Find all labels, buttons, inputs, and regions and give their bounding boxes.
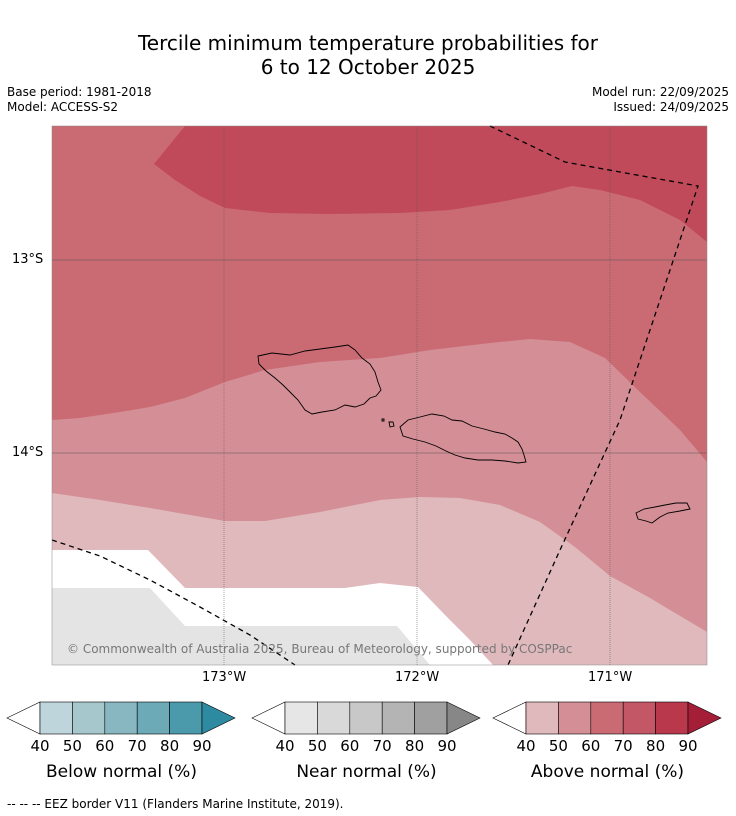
above-colorbar-tick: 50 xyxy=(549,737,568,755)
below-colorbar-low-extend xyxy=(6,701,41,735)
near-colorbar-tick: 60 xyxy=(340,737,359,755)
near-colorbar-tick: 70 xyxy=(373,737,392,755)
model-name: Model: ACCESS-S2 xyxy=(7,100,119,114)
lat-label-14s: 14°S xyxy=(12,445,44,460)
island-savaii xyxy=(257,344,382,415)
island-tutuila xyxy=(635,502,691,524)
eez-line-east xyxy=(489,125,699,666)
region-near-40-50 xyxy=(52,588,430,665)
region-above-70-80 xyxy=(154,126,707,242)
below-colorbar-tick: 60 xyxy=(95,737,114,755)
colorbar-above-label: Above normal (%) xyxy=(530,762,685,782)
above-colorbar-tick: 90 xyxy=(678,737,697,755)
below-colorbar-tick: 40 xyxy=(30,737,49,755)
below-colorbar-segment xyxy=(169,701,203,735)
island-manono xyxy=(388,421,395,428)
above-colorbar-high-extend xyxy=(687,701,722,735)
lon-label-172w: 172°W xyxy=(395,670,440,685)
below-colorbar-tick: 70 xyxy=(128,737,147,755)
above-colorbar-segment xyxy=(655,701,689,735)
colorbar-below: 40 50 60 70 80 90 xyxy=(6,701,236,755)
near-colorbar-tick: 90 xyxy=(437,737,456,755)
island-apolima xyxy=(381,418,385,422)
near-colorbar-segment xyxy=(349,701,383,735)
colorbar-near-label: Near normal (%) xyxy=(296,762,437,782)
eez-footnote: -- -- -- EEZ border V11 (Flanders Marine… xyxy=(7,797,344,811)
gridlines xyxy=(52,126,707,665)
meta-right: Model run: 22/09/2025 Issued: 24/09/2025 xyxy=(592,85,729,115)
map-frame xyxy=(51,125,708,666)
below-colorbar-segment xyxy=(72,701,106,735)
issued-date: Issued: 24/09/2025 xyxy=(613,100,729,114)
eez-border xyxy=(51,125,699,666)
above-colorbar-tick: 70 xyxy=(614,737,633,755)
colorbar-above: 40 50 60 70 80 90 xyxy=(492,701,722,755)
below-colorbar-tick: 90 xyxy=(192,737,211,755)
near-colorbar-tick: 40 xyxy=(275,737,294,755)
near-colorbar-segment xyxy=(381,701,415,735)
above-colorbar-tick: 80 xyxy=(646,737,665,755)
colorbar-below-label: Below normal (%) xyxy=(46,762,197,782)
eez-line-west xyxy=(51,539,296,666)
near-colorbar-high-extend xyxy=(446,701,481,735)
above-colorbar-segment xyxy=(590,701,624,735)
base-period: Base period: 1981-2018 xyxy=(7,85,152,99)
near-colorbar-segment xyxy=(414,701,448,735)
lon-label-173w: 173°W xyxy=(202,670,247,685)
lon-label-171w: 171°W xyxy=(588,670,633,685)
above-colorbar-low-extend xyxy=(492,701,527,735)
below-colorbar-segment xyxy=(136,701,170,735)
near-colorbar-tick: 80 xyxy=(405,737,424,755)
below-colorbar-high-extend xyxy=(201,701,236,735)
near-colorbar-tick: 50 xyxy=(308,737,327,755)
above-colorbar-segment xyxy=(558,701,592,735)
below-colorbar-segment xyxy=(104,701,138,735)
lat-label-13s: 13°S xyxy=(12,252,44,267)
near-colorbar-segment xyxy=(284,701,318,735)
copyright-text: © Commonwealth of Australia 2025, Bureau… xyxy=(67,642,572,656)
model-run: Model run: 22/09/2025 xyxy=(591,85,729,99)
below-colorbar-segment xyxy=(39,701,73,735)
above-colorbar-tick: 40 xyxy=(516,737,535,755)
below-colorbar-tick: 80 xyxy=(160,737,179,755)
near-colorbar-low-extend xyxy=(251,701,286,735)
title-line-2: 6 to 12 October 2025 xyxy=(260,55,476,79)
islands xyxy=(257,344,691,524)
above-colorbar-segment xyxy=(525,701,559,735)
above-colorbar-segment xyxy=(622,701,656,735)
island-upolu xyxy=(399,413,527,464)
map-title: Tercile minimum temperature probabilitie… xyxy=(0,31,736,79)
meta-left: Base period: 1981-2018 Model: ACCESS-S2 xyxy=(7,85,152,115)
above-colorbar-tick: 60 xyxy=(581,737,600,755)
near-colorbar-segment xyxy=(317,701,351,735)
probability-field xyxy=(52,126,707,665)
below-colorbar-tick: 50 xyxy=(63,737,82,755)
colorbar-near: 40 50 60 70 80 90 xyxy=(251,701,481,755)
title-line-1: Tercile minimum temperature probabilitie… xyxy=(137,31,599,55)
